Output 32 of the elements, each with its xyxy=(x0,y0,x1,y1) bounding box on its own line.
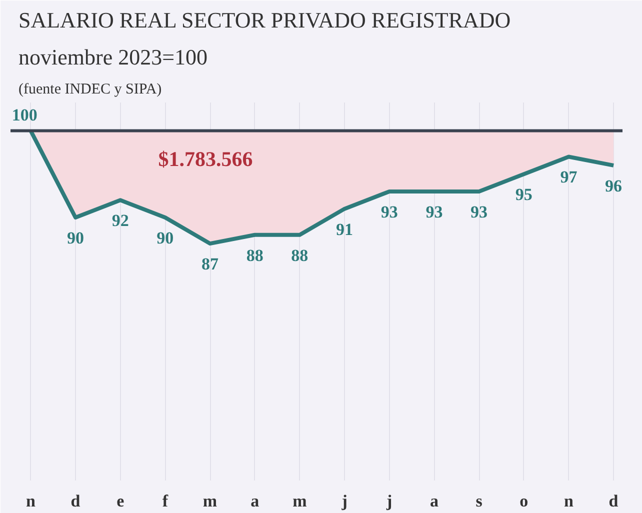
data-label: 87 xyxy=(202,254,220,274)
x-tick-label: d xyxy=(608,492,619,510)
x-tick-label: m xyxy=(202,492,218,510)
x-tick-label: o xyxy=(520,492,528,510)
data-label: 91 xyxy=(336,220,354,239)
x-tick-label: m xyxy=(292,492,307,510)
data-label: 90 xyxy=(67,228,84,248)
x-tick-label: a xyxy=(430,492,439,510)
chart-subtitle: noviembre 2023=100 xyxy=(18,44,208,70)
data-label: 95 xyxy=(515,185,532,204)
data-label: 88 xyxy=(246,246,264,265)
x-tick-label: n xyxy=(26,492,36,510)
data-label: 93 xyxy=(426,202,443,222)
annotation: $1.783.566 xyxy=(158,146,253,171)
chart-title: SALARIO REAL SECTOR PRIVADO REGISTRADO xyxy=(18,8,511,32)
data-label: 100 xyxy=(12,106,38,125)
x-tick-label: n xyxy=(564,492,574,510)
x-tick-label: s xyxy=(476,492,483,510)
data-label: 90 xyxy=(156,228,174,248)
data-label: 93 xyxy=(470,202,488,222)
x-tick-label: j xyxy=(340,492,348,510)
x-tick-label: e xyxy=(116,492,125,510)
data-label: 96 xyxy=(605,176,622,196)
data-label: 88 xyxy=(291,246,308,265)
x-tick-label: a xyxy=(250,492,260,510)
x-tick-label: d xyxy=(70,492,81,510)
data-label: 93 xyxy=(380,202,398,222)
data-label: 92 xyxy=(112,211,129,230)
x-tick-label: j xyxy=(386,492,392,510)
x-tick-label: f xyxy=(162,492,168,510)
text: (fuente INDEC y SIPA) xyxy=(18,82,162,98)
data-label: 97 xyxy=(560,168,578,187)
